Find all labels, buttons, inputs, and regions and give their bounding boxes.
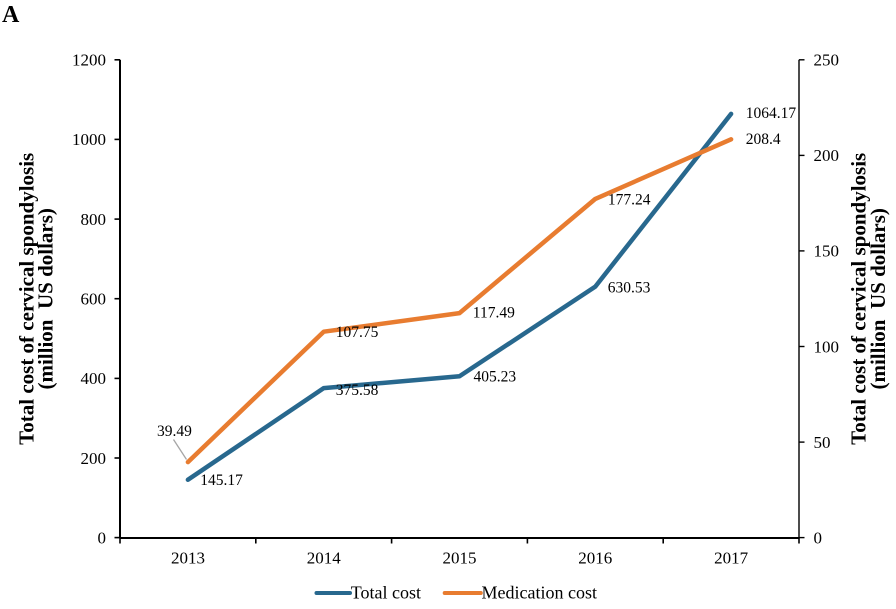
svg-text:50: 50 [814, 433, 831, 452]
svg-text:1000: 1000 [72, 130, 106, 149]
svg-text:1200: 1200 [72, 51, 106, 70]
svg-text:Total cost of cervical spondyl: Total cost of cervical spondylosis [14, 153, 38, 445]
svg-text:200: 200 [81, 449, 107, 468]
svg-text:1064.17: 1064.17 [746, 105, 797, 122]
svg-text:107.75: 107.75 [336, 324, 379, 341]
svg-text:100: 100 [814, 337, 840, 356]
svg-text:A: A [2, 2, 20, 28]
svg-text:Total cost of cervical spondyl: Total cost of cervical spondylosis [847, 153, 871, 445]
svg-text:630.53: 630.53 [608, 280, 651, 297]
svg-text:2014: 2014 [307, 549, 342, 568]
svg-text:2016: 2016 [578, 549, 612, 568]
svg-text:0: 0 [98, 528, 107, 547]
svg-text:Medication cost: Medication cost [482, 583, 597, 603]
svg-text:150: 150 [814, 242, 840, 261]
svg-text:375.58: 375.58 [336, 382, 379, 399]
svg-text:800: 800 [81, 210, 107, 229]
svg-text:0: 0 [814, 528, 823, 547]
svg-text:200: 200 [814, 146, 840, 165]
svg-text:405.23: 405.23 [474, 368, 517, 385]
svg-text:117.49: 117.49 [473, 305, 515, 322]
svg-text:400: 400 [81, 369, 107, 388]
svg-text:600: 600 [81, 290, 107, 309]
svg-text:39.49: 39.49 [157, 423, 192, 440]
svg-text:(million US dollars): (million US dollars) [866, 208, 890, 389]
svg-text:(million US dollars): (million US dollars) [34, 208, 58, 389]
svg-text:145.17: 145.17 [200, 472, 243, 489]
svg-text:2017: 2017 [714, 549, 749, 568]
svg-text:2013: 2013 [171, 549, 205, 568]
svg-text:177.24: 177.24 [608, 192, 651, 209]
svg-text:250: 250 [814, 51, 840, 70]
svg-text:2015: 2015 [443, 549, 477, 568]
svg-text:Total cost: Total cost [351, 583, 421, 603]
svg-text:208.4: 208.4 [746, 131, 781, 148]
